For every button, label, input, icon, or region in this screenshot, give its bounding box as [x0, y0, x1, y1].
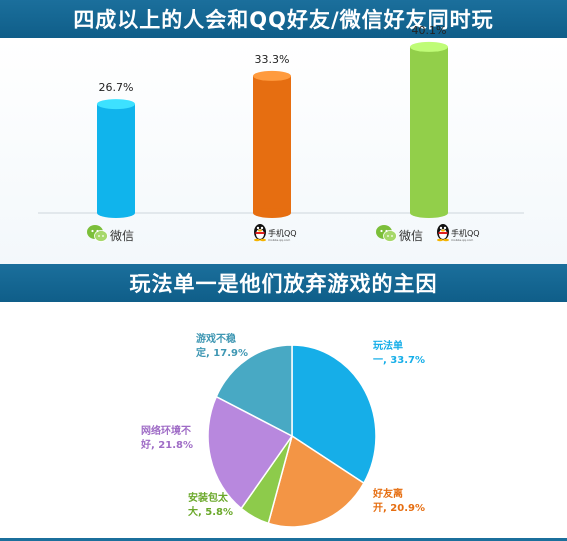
wechat-icon — [376, 225, 397, 242]
bar-1-cap — [97, 99, 135, 110]
bar-3-base — [410, 208, 448, 218]
bar-3 — [410, 46, 448, 214]
pie-slice-5-label: 游戏不稳定, 17.9% — [196, 332, 248, 359]
pie-slice-1 — [291, 344, 377, 485]
pie-slice-5 — [215, 344, 293, 438]
chart2-title: 玩法单一是他们放弃游戏的主因 — [129, 272, 438, 296]
category-3-qq-label: 手机QQ — [451, 228, 480, 238]
bar-1-value-label: 26.7% — [99, 81, 134, 94]
qq-penguin-icon — [437, 224, 449, 242]
pie-slice-3-label: 安装包太大, 5.8% — [188, 491, 233, 518]
bar-3-value-label: 40.1% — [412, 24, 447, 37]
chart2-title-banner: 玩法单一是他们放弃游戏的主因 — [0, 264, 567, 305]
category-2-sublabel: mobile.qq.com — [268, 238, 290, 242]
category-1-label: 微信 — [110, 229, 134, 243]
bar-2-value-label: 33.3% — [255, 53, 290, 66]
pie-slice-2-label: 好友离开, 20.9% — [372, 487, 425, 514]
chart1-title: 四成以上的人会和QQ好友/微信好友同时玩 — [73, 8, 494, 32]
category-3-wechat-label: 微信 — [399, 229, 423, 243]
bar-3-cap — [410, 41, 448, 52]
category-2-label: 手机QQ — [268, 228, 297, 238]
bottom-strip — [0, 538, 567, 541]
bar-2-cap — [253, 70, 291, 81]
bar-1-base — [97, 208, 135, 218]
qq-penguin-icon — [254, 224, 266, 242]
pie-slice-4 — [207, 395, 294, 510]
bar-1 — [97, 104, 135, 213]
bar-2 — [253, 75, 291, 213]
wechat-icon — [87, 225, 108, 242]
pie-slice-1-label: 玩法单一, 33.7% — [373, 339, 425, 366]
category-3-qq-sublabel: mobile.qq.com — [451, 238, 473, 242]
pie-slice-2 — [267, 434, 365, 528]
pie-slice-4-label: 网络环境不好, 21.8% — [140, 424, 193, 451]
bar-2-base — [253, 208, 291, 218]
